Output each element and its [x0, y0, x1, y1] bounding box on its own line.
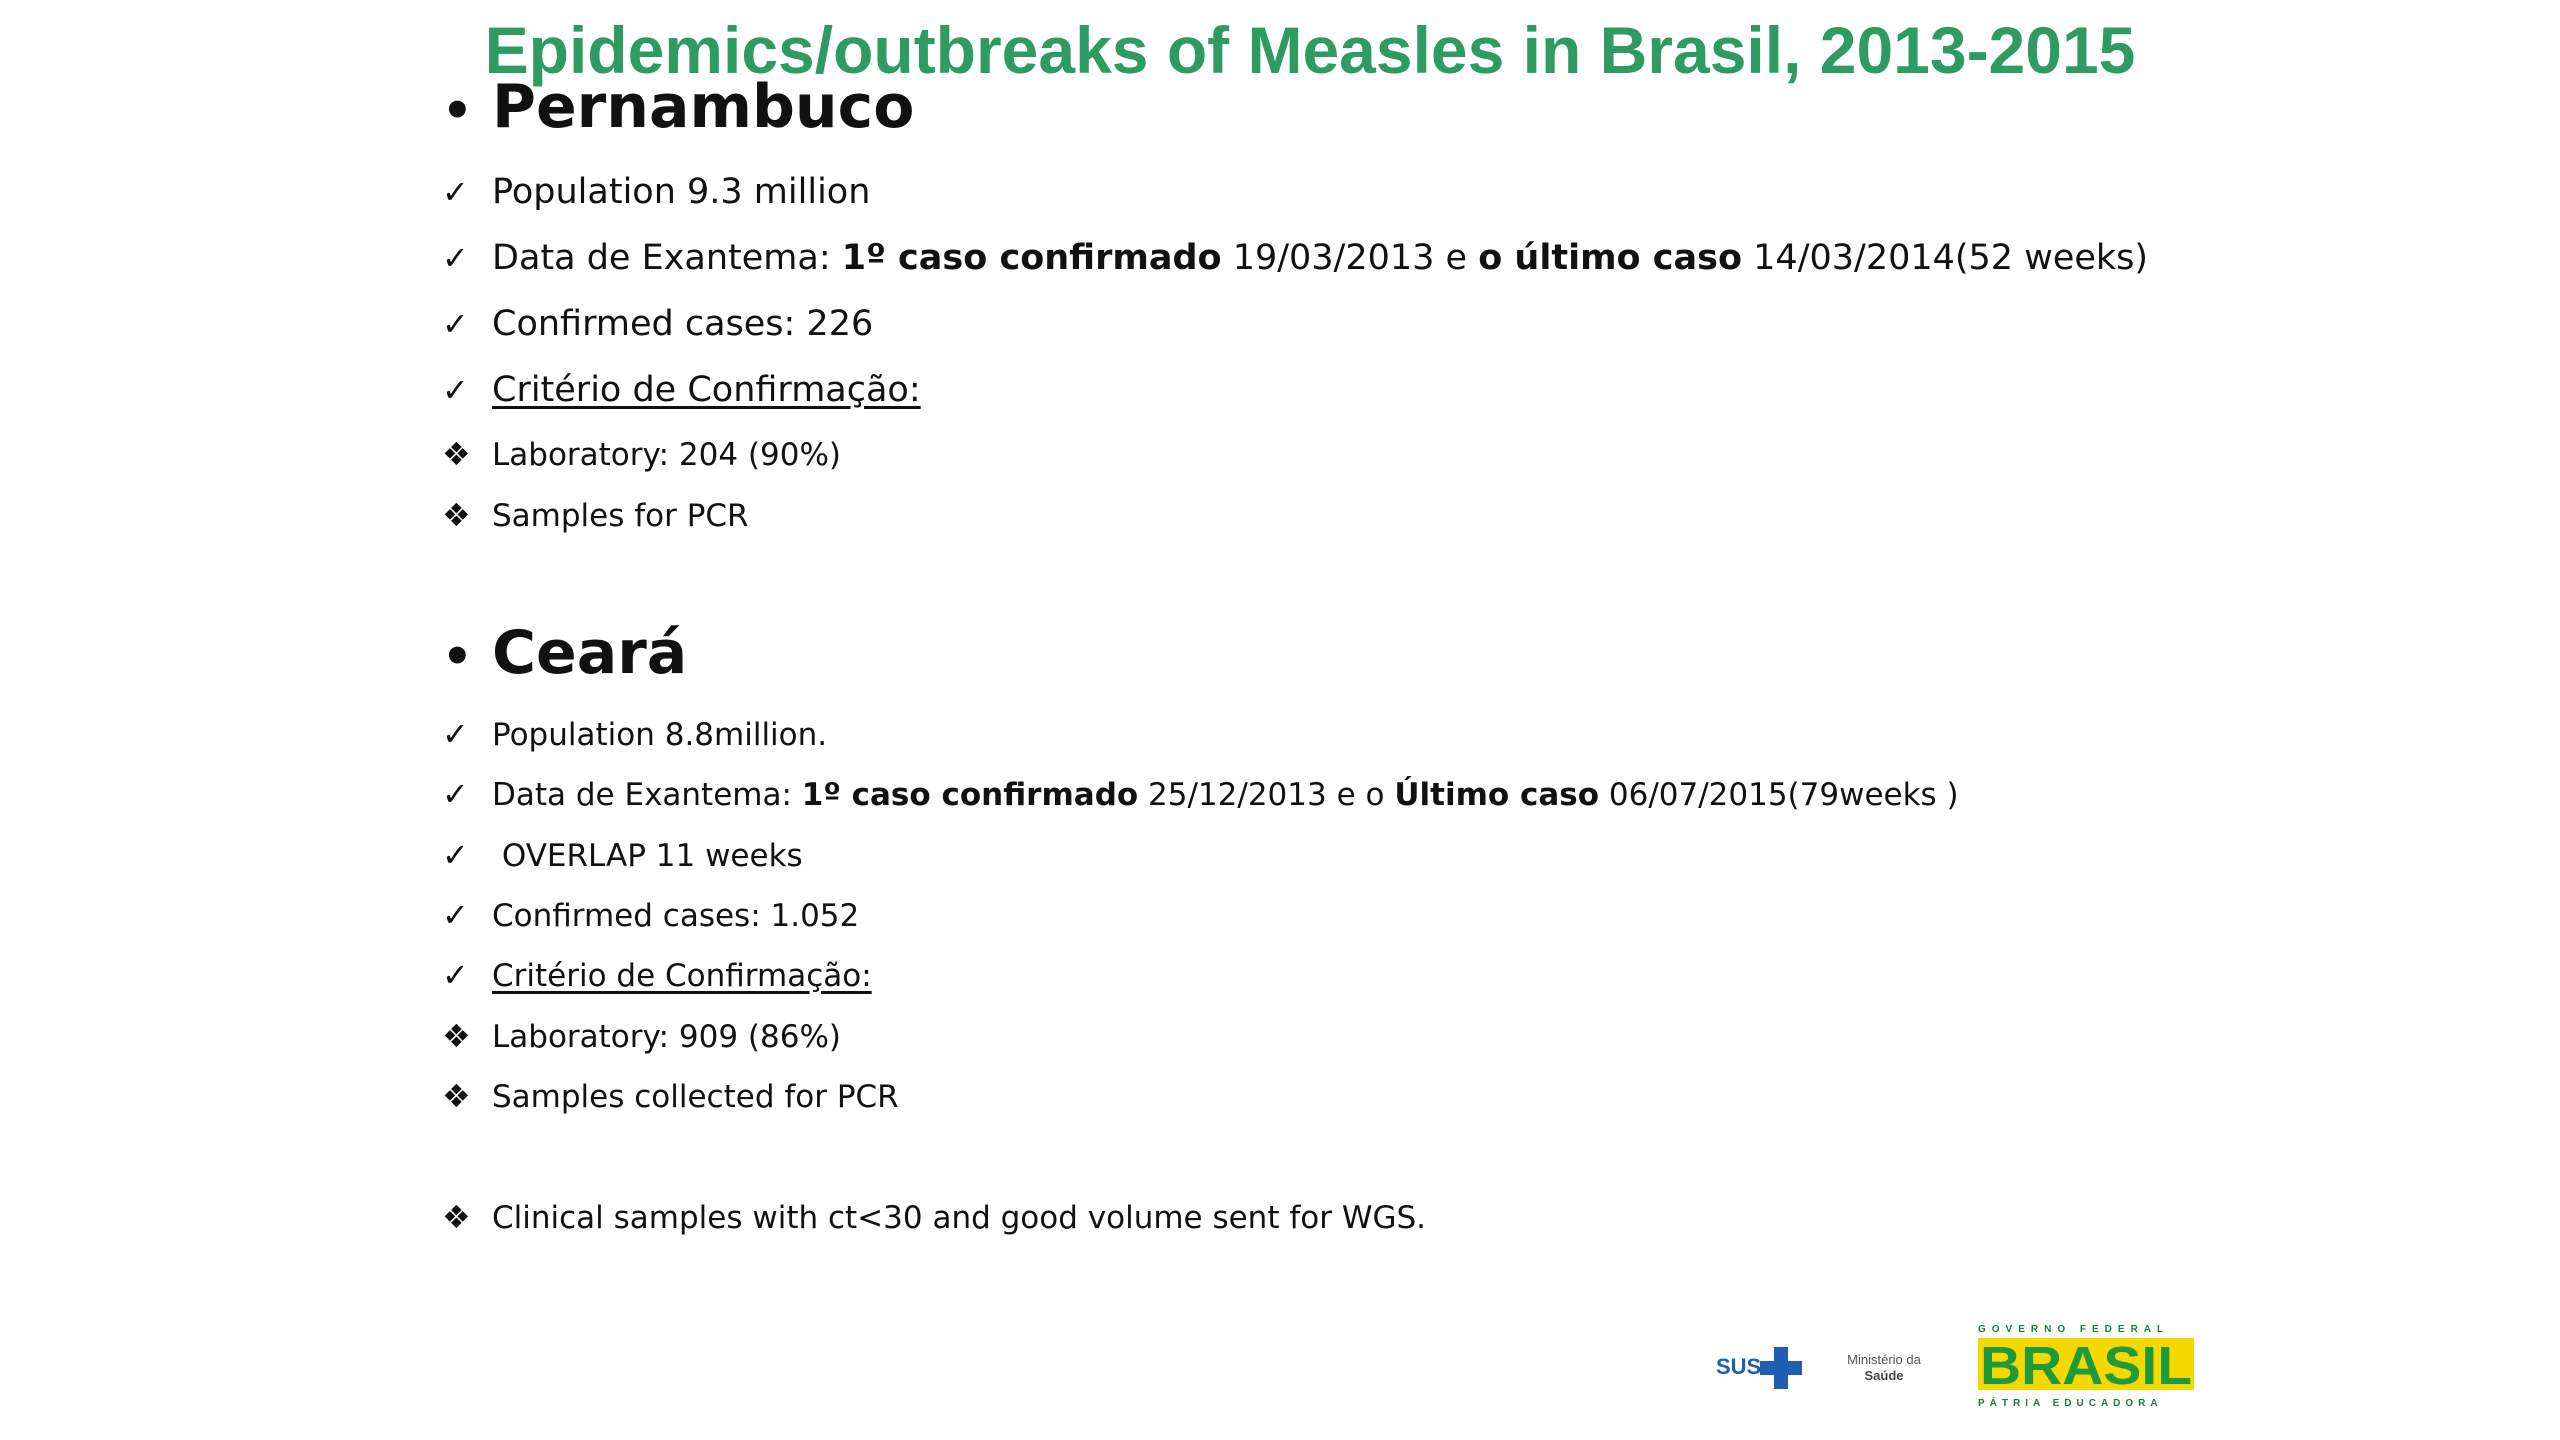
item-text: 25/12/2013 e o: [1138, 777, 1395, 813]
list-item-overlap: ✓ OVERLAP 11 weeks: [442, 833, 803, 878]
section-heading-ceara: • Ceará: [442, 618, 687, 692]
item-text: OVERLAP 11 weeks: [492, 838, 803, 874]
slide-title: Epidemics/outbreaks of Measles in Brasil…: [484, 13, 2136, 87]
list-item-samples-pcr: ❖ Samples collected for PCR: [442, 1074, 899, 1119]
check-icon: ✓: [442, 371, 469, 409]
diamond-bullet-icon: ❖: [442, 1198, 471, 1236]
governo-federal-text: GOVERNO FEDERAL: [1978, 1324, 2169, 1335]
check-icon: ✓: [442, 239, 469, 277]
section-heading-pernambuco: • Pernambuco: [442, 72, 914, 146]
item-text: Laboratory: 909 (86%): [492, 1019, 842, 1055]
item-text: 14/03/2014(52 weeks): [1742, 238, 2149, 278]
item-text-bold: Último caso: [1394, 777, 1600, 813]
list-item-data-exantema: ✓ Data de Exantema: 1º caso confirmado 25…: [442, 772, 1959, 817]
check-icon: ✓: [442, 715, 469, 753]
check-icon: ✓: [442, 305, 469, 343]
list-item-laboratory: ❖ Laboratory: 204 (90%): [442, 432, 841, 477]
sus-logo: SUS: [1716, 1347, 1802, 1389]
item-text-bold: 1º caso confirmado: [841, 238, 1222, 278]
footer-note: ❖ Clinical samples with ct<30 and good vo…: [442, 1195, 1426, 1240]
item-text: Critério de Confirmação:: [492, 370, 921, 410]
list-item-confirmed-cases: ✓ Confirmed cases: 1.052: [442, 893, 859, 938]
diamond-bullet-icon: ❖: [442, 435, 471, 473]
item-text: 19/03/2013 e: [1221, 238, 1479, 278]
brasil-wordmark: BRASIL: [1980, 1336, 2192, 1396]
item-text: Data de Exantema:: [492, 777, 802, 813]
check-icon: ✓: [442, 836, 469, 874]
section-heading-label: Pernambuco: [492, 72, 915, 142]
list-item-criterio: ✓ Critério de Confirmação:: [442, 368, 921, 412]
diamond-bullet-icon: ❖: [442, 1017, 471, 1055]
list-item-confirmed-cases: ✓ Confirmed cases: 226: [442, 302, 873, 346]
footer-logos: SUS Ministério da Saúde GOVERNO FEDERAL …: [1710, 1320, 2210, 1410]
check-icon: ✓: [442, 173, 469, 211]
diamond-bullet-icon: ❖: [442, 496, 471, 534]
ministerio-line2: Saúde: [1864, 1368, 1903, 1383]
diamond-bullet-icon: ❖: [442, 1077, 471, 1115]
list-item-population: ✓ Population 8.8million.: [442, 712, 827, 757]
item-text-bold: o último caso: [1478, 238, 1743, 278]
list-item-data-exantema: ✓ Data de Exantema: 1º caso confirmado 19…: [442, 236, 2148, 280]
item-text: Population 8.8million.: [492, 717, 828, 753]
list-item-population: ✓ Population 9.3 million: [442, 170, 870, 214]
check-icon: ✓: [442, 896, 469, 934]
patria-educadora-text: PÁTRIA EDUCADORA: [1978, 1396, 2163, 1409]
item-text: Confirmed cases: 1.052: [492, 898, 860, 934]
item-text: Data de Exantema:: [492, 238, 842, 278]
item-text: 06/07/2015(79weeks ): [1599, 777, 1959, 813]
ministerio-line1: Ministério da: [1847, 1352, 1921, 1367]
check-icon: ✓: [442, 956, 469, 994]
section-heading-label: Ceará: [492, 618, 688, 688]
list-item-laboratory: ❖ Laboratory: 909 (86%): [442, 1014, 841, 1059]
item-text-bold: 1º caso confirmado: [801, 777, 1139, 813]
bullet-icon: •: [442, 629, 473, 685]
item-text: Laboratory: 204 (90%): [492, 437, 842, 473]
ministerio-saude-logo: Ministério da Saúde: [1847, 1352, 1921, 1383]
sus-logo-text: SUS: [1716, 1354, 1761, 1379]
item-text: Samples collected for PCR: [492, 1079, 899, 1115]
brasil-yellow-block: [1978, 1338, 2194, 1390]
item-text: Population 9.3 million: [492, 172, 871, 212]
item-text: Samples for PCR: [492, 498, 749, 534]
list-item-samples-pcr: ❖ Samples for PCR: [442, 493, 749, 538]
item-text: Clinical samples with ct<30 and good vol…: [492, 1200, 1427, 1236]
bullet-icon: •: [442, 83, 473, 139]
item-text: Critério de Confirmação:: [492, 958, 872, 994]
check-icon: ✓: [442, 775, 469, 813]
governo-federal-brasil-logo: GOVERNO FEDERAL BRASIL PÁTRIA EDUCADORA: [1978, 1324, 2194, 1409]
sus-cross-horizontal: [1760, 1361, 1802, 1375]
item-text: Confirmed cases: 226: [492, 304, 874, 344]
logos-svg: SUS Ministério da Saúde GOVERNO FEDERAL …: [1716, 1324, 2194, 1409]
list-item-criterio: ✓ Critério de Confirmação:: [442, 953, 872, 998]
